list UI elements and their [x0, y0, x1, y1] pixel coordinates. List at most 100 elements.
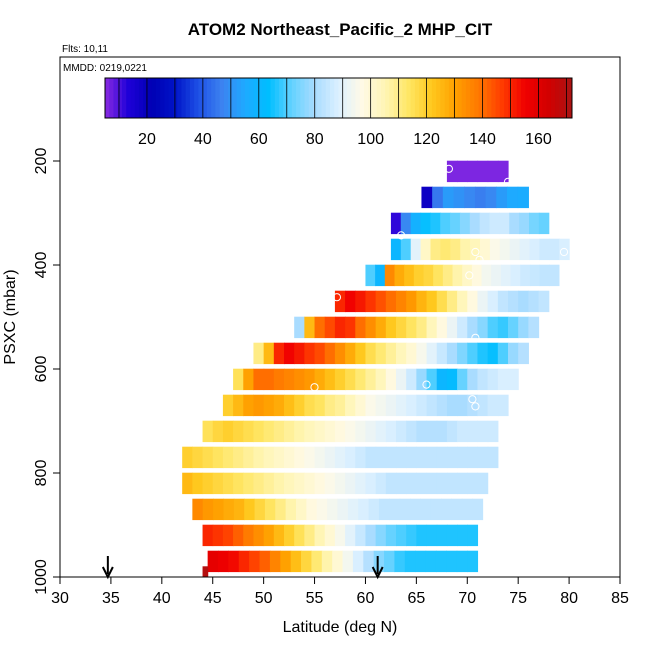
- colorbar-segment: [385, 78, 390, 118]
- plot-frame: [59, 56, 621, 578]
- heatmap-cell: [223, 498, 235, 521]
- colorbar-segment: [402, 78, 407, 118]
- heatmap-cell: [222, 394, 234, 417]
- heatmap-cell: [410, 498, 421, 521]
- heatmap-cell: [457, 160, 468, 183]
- heatmap-cell: [396, 524, 407, 547]
- x-tick-label: 45: [204, 590, 222, 607]
- heatmap-cell: [496, 186, 508, 209]
- heatmap-cell: [487, 316, 499, 339]
- colorbar-segment: [431, 78, 437, 118]
- heatmap-cell: [233, 446, 244, 469]
- heatmap-cell: [460, 238, 471, 261]
- colorbar-segment: [461, 78, 467, 118]
- heatmap-cell: [508, 316, 519, 339]
- heatmap-cell: [284, 446, 295, 469]
- heatmap-cell: [499, 238, 511, 261]
- colorbar-tick-label: 80: [306, 131, 324, 148]
- heatmap-cell: [324, 446, 336, 469]
- observation-circle: [444, 164, 453, 173]
- heatmap-cell: [233, 524, 244, 547]
- heatmap-cell: [304, 472, 316, 495]
- heatmap-cell: [273, 342, 285, 365]
- colorbar-segment: [559, 78, 565, 118]
- colorbar-segment: [160, 78, 165, 118]
- colorbar-tick-label: 120: [413, 131, 440, 148]
- heatmap-cell: [233, 498, 245, 521]
- heatmap-cell: [487, 394, 499, 417]
- heatmap-cell: [467, 290, 479, 313]
- heatmap-cell: [406, 394, 417, 417]
- heatmap-cell: [519, 212, 530, 235]
- colorbar-tick-label: 40: [194, 131, 212, 148]
- colorbar-segment: [266, 78, 272, 118]
- heatmap-cell: [497, 394, 509, 417]
- heatmap-cell: [467, 550, 479, 573]
- heatmap-cell: [426, 316, 438, 339]
- heatmap-cell: [436, 342, 448, 365]
- heatmap-cell: [500, 264, 512, 287]
- heatmap-cell: [334, 316, 346, 339]
- heatmap-cell: [263, 420, 275, 443]
- heatmap-cell: [426, 342, 438, 365]
- heatmap-cell: [294, 316, 305, 339]
- colorbar-segment: [491, 78, 497, 118]
- colorbar-segment: [474, 78, 480, 118]
- heatmap-cell: [508, 290, 519, 313]
- colorbar-segment: [542, 78, 548, 118]
- heatmap-cell: [477, 446, 489, 469]
- heatmap-cell: [446, 550, 458, 573]
- heatmap-cell: [396, 472, 407, 495]
- observation-circles: [165, 164, 569, 550]
- heatmap-cell: [467, 420, 479, 443]
- heatmap-cell: [413, 264, 425, 287]
- heatmap-cell: [467, 160, 479, 183]
- heatmap-cell: [324, 316, 336, 339]
- heatmap-cell: [263, 446, 275, 469]
- observation-circle: [465, 271, 474, 280]
- heatmap-cell: [228, 550, 240, 573]
- y-axis-label: PSXC (mbar): [2, 269, 19, 364]
- heatmap-cell: [467, 472, 479, 495]
- heatmap-cell: [430, 238, 442, 261]
- heatmap-cell: [426, 368, 438, 391]
- colorbar-tick-label: 100: [357, 131, 384, 148]
- colorbar-segment: [121, 78, 127, 118]
- heatmap-cell: [202, 566, 209, 577]
- heatmap-cell: [406, 290, 417, 313]
- heatmap-cell: [457, 290, 468, 313]
- heatmap-cell: [416, 472, 428, 495]
- colorbar-segment: [410, 78, 416, 118]
- heatmap-cell: [467, 316, 479, 339]
- heatmap-cell: [432, 186, 444, 209]
- heatmap-cell: [517, 186, 529, 209]
- heatmap-cell: [509, 238, 521, 261]
- heatmap-cell: [457, 524, 468, 547]
- heatmap-cell: [284, 420, 295, 443]
- heatmap-cell: [355, 420, 367, 443]
- colorbar-segment: [427, 78, 433, 118]
- heatmap-cell: [334, 290, 346, 313]
- heatmap-cell: [467, 394, 479, 417]
- heatmap-cell: [345, 394, 356, 417]
- colorbar-segment: [372, 78, 378, 118]
- heatmap-cell: [275, 498, 287, 521]
- heatmap-cell: [510, 264, 521, 287]
- heatmap-cell: [396, 368, 407, 391]
- heatmap-cell: [202, 472, 214, 495]
- colorbar-segment: [397, 78, 403, 118]
- heatmap-cell: [477, 472, 489, 495]
- heatmap-cell: [355, 472, 367, 495]
- x-tick-label: 55: [306, 590, 324, 607]
- heatmap-cell: [396, 446, 407, 469]
- observation-circle: [310, 383, 319, 392]
- heatmap-cell: [253, 394, 265, 417]
- heatmap-cell: [435, 550, 447, 573]
- colorbar-segment: [304, 78, 310, 118]
- heatmap-cell: [406, 472, 417, 495]
- heatmap-cell: [243, 420, 255, 443]
- heatmap-cell: [233, 420, 244, 443]
- heatmap-cell: [430, 212, 441, 235]
- heatmap-cell: [497, 316, 509, 339]
